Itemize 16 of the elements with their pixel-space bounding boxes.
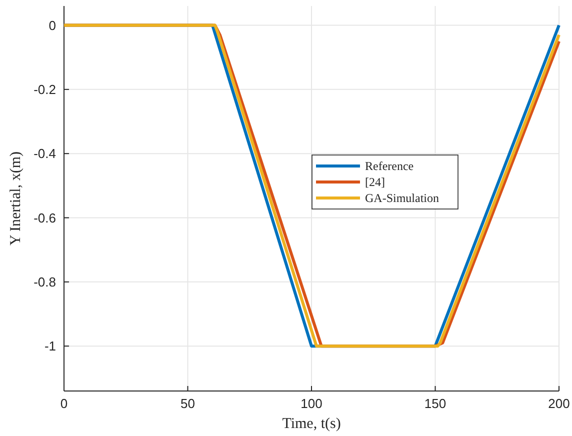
x-axis-title: Time, t(s) bbox=[282, 416, 341, 432]
x-tick-label: 150 bbox=[424, 396, 446, 411]
x-tick-label: 0 bbox=[60, 396, 68, 411]
y-tick-label: -0.2 bbox=[34, 82, 56, 97]
x-tick-label: 200 bbox=[548, 396, 570, 411]
y-tick-label: -0.6 bbox=[34, 210, 56, 226]
x-tick-label: 50 bbox=[180, 396, 195, 411]
y-tick-label: -0.4 bbox=[34, 146, 56, 162]
y-tick-label: -1 bbox=[44, 338, 56, 354]
y-axis-title: Y Inertial, x(m) bbox=[8, 152, 24, 246]
y-tick-label: -0.8 bbox=[34, 274, 56, 290]
legend-label: [24] bbox=[365, 175, 385, 189]
legend-label: Reference bbox=[365, 159, 414, 173]
x-tick-label: 100 bbox=[300, 396, 322, 411]
y-tick-label: 0 bbox=[48, 18, 56, 33]
legend-label: GA-Simulation bbox=[365, 191, 439, 205]
